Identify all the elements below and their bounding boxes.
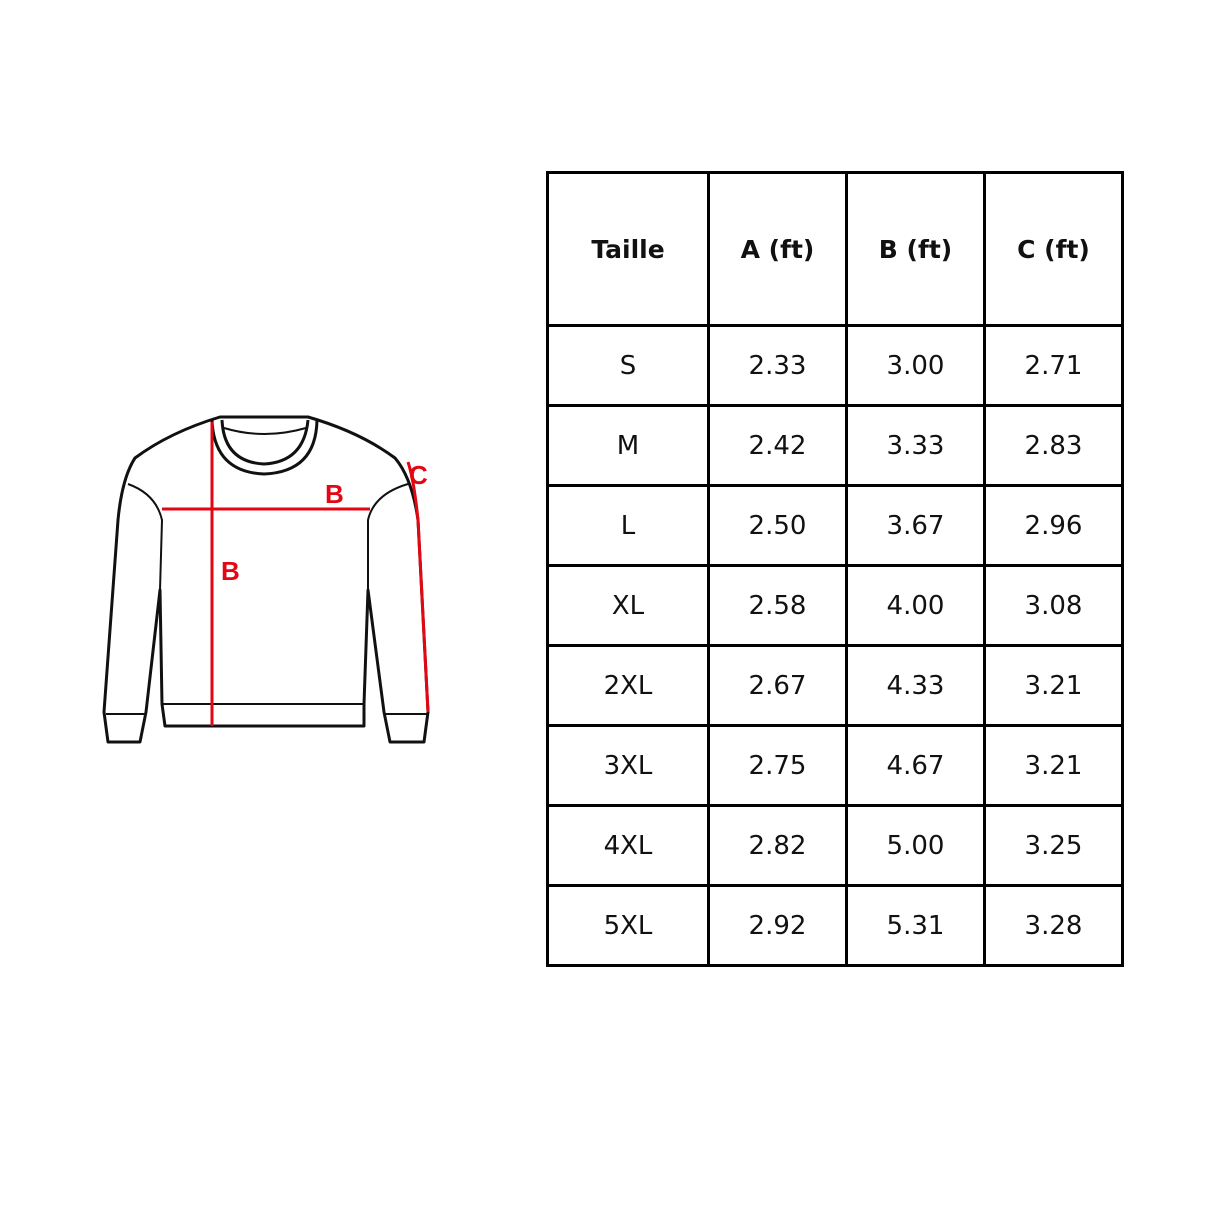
size-table: Taille A (ft) B (ft) C (ft) S 2.33 3.00 2.7…	[546, 171, 1124, 967]
measure-cell: 2.58	[707, 564, 848, 647]
collar-outer	[210, 419, 319, 476]
table-row: 5XL 2.92 5.31 3.28	[546, 884, 1124, 967]
measure-cell: 3.67	[845, 484, 986, 567]
sweater-outline	[102, 415, 430, 744]
measure-cell: 3.33	[845, 404, 986, 487]
size-cell: S	[546, 324, 710, 407]
measure-cell: 3.21	[983, 724, 1124, 807]
sleeve-label: C	[409, 460, 428, 490]
measure-cell: 2.67	[707, 644, 848, 727]
measure-cell: 2.33	[707, 324, 848, 407]
measure-cell: 2.42	[707, 404, 848, 487]
measure-cell: 3.28	[983, 884, 1124, 967]
right-armhole-seam	[367, 483, 409, 590]
sweatshirt-diagram: B B C	[102, 415, 430, 744]
table-row: 3XL 2.75 4.67 3.21	[546, 724, 1124, 807]
table-row: M 2.42 3.33 2.83	[546, 404, 1124, 487]
measure-cell: 2.96	[983, 484, 1124, 567]
measure-cell: 3.00	[845, 324, 986, 407]
size-cell: XL	[546, 564, 710, 647]
table-row: 2XL 2.67 4.33 3.21	[546, 644, 1124, 727]
measure-cell: 2.83	[983, 404, 1124, 487]
table-row: 4XL 2.82 5.00 3.25	[546, 804, 1124, 887]
size-cell: L	[546, 484, 710, 567]
table-header-row: Taille A (ft) B (ft) C (ft)	[546, 171, 1124, 327]
measure-cell: 2.92	[707, 884, 848, 967]
measure-cell: 4.33	[845, 644, 986, 727]
header-size: Taille	[546, 171, 710, 327]
measure-cell: 4.67	[845, 724, 986, 807]
size-cell: M	[546, 404, 710, 487]
table-row: L 2.50 3.67 2.96	[546, 484, 1124, 567]
measure-cell: 2.50	[707, 484, 848, 567]
size-cell: 2XL	[546, 644, 710, 727]
measure-cell: 4.00	[845, 564, 986, 647]
measure-cell: 2.75	[707, 724, 848, 807]
measure-cell: 3.21	[983, 644, 1124, 727]
size-cell: 4XL	[546, 804, 710, 887]
measure-cell: 5.00	[845, 804, 986, 887]
sleeve-measure-line	[406, 461, 430, 713]
header-b: B (ft)	[845, 171, 986, 327]
size-cell: 5XL	[546, 884, 710, 967]
table-row: XL 2.58 4.00 3.08	[546, 564, 1124, 647]
collar-seam	[223, 427, 307, 435]
header-a: A (ft)	[707, 171, 848, 327]
length-label: B	[221, 556, 240, 586]
measure-cell: 3.08	[983, 564, 1124, 647]
measure-cell: 2.71	[983, 324, 1124, 407]
collar-inner	[220, 419, 310, 466]
measure-cell: 5.31	[845, 884, 986, 967]
width-label: B	[325, 479, 344, 509]
header-c: C (ft)	[983, 171, 1124, 327]
left-armhole-seam	[127, 483, 163, 591]
measure-cell: 3.25	[983, 804, 1124, 887]
measure-cell: 2.82	[707, 804, 848, 887]
table-row: S 2.33 3.00 2.71	[546, 324, 1124, 407]
size-cell: 3XL	[546, 724, 710, 807]
